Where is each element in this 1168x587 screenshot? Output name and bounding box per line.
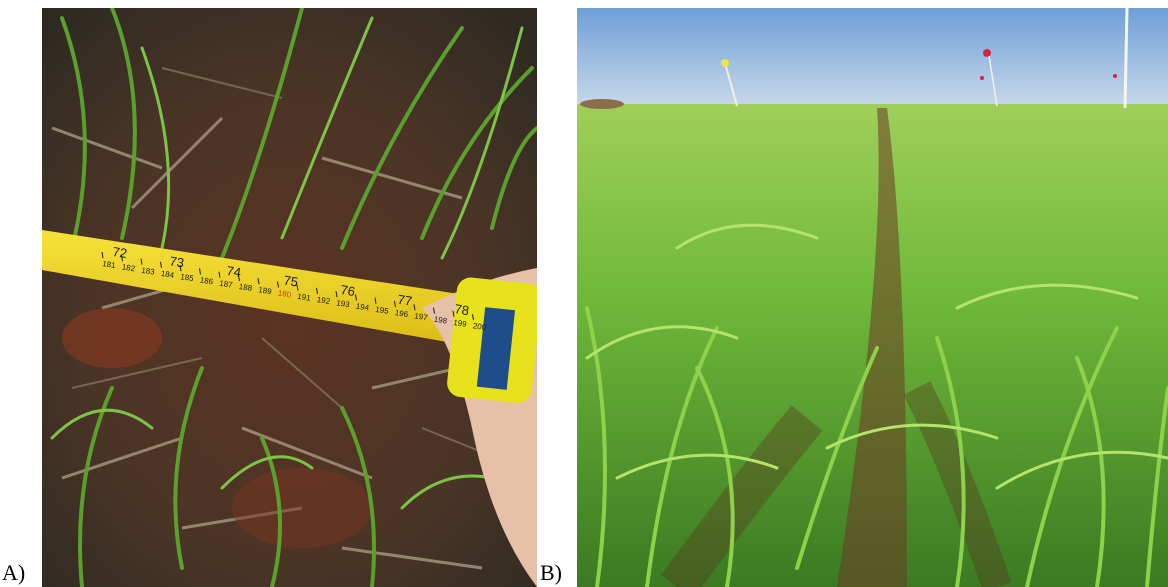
tape-inch-mark: 75 [283,273,300,290]
tape-tick [160,261,162,268]
tape-cm-mark: 194 [355,302,370,313]
tape-tick [452,310,455,317]
tape-tick [355,294,357,301]
tape-cm-mark: 189 [258,285,273,296]
photo-b-illustration [577,8,1168,587]
tape-inch-mark: 74 [226,263,243,280]
tape-tick [433,307,435,314]
tape-cm-mark: 197 [414,311,429,322]
tape-cm-mark: 188 [238,282,253,293]
tape-tick [413,304,416,311]
tape-cm-mark: 198 [433,315,448,326]
tape-cm-mark: 199 [453,318,468,329]
tape-cm-mark: 183 [141,266,156,277]
tape-cm-mark: 180 [277,289,292,300]
tape-cm-mark: 184 [160,269,175,280]
tape-measure-markings: 181 182 183 184 185 186 187 188 189 180 191 192 193 1… [101,244,487,332]
tape-cm-mark: 196 [394,308,409,319]
tape-tick [277,281,279,288]
tape-cm-mark: 195 [375,305,390,316]
tape-inch-mark: 76 [340,282,357,299]
tape-tick [101,251,104,259]
photo-a-tape-measure-grass: 181 182 183 184 185 186 187 188 189 180 191 192 193 1… [42,8,537,587]
tape-tick [335,291,338,298]
tape-tick [179,265,182,272]
tape-tick [140,258,143,265]
panel-b-label: B) [540,560,562,585]
tape-tick [121,255,123,262]
tape-tick [374,297,377,304]
tape-measure-band [42,230,537,358]
tape-cm-mark: 185 [180,272,195,283]
panel-a-label: A) [2,560,26,585]
tape-tick [257,278,260,285]
tape-tick [238,274,240,281]
tape-tick [218,271,221,278]
tape-inch-mark: 77 [397,292,414,309]
tape-tick [316,287,318,295]
photo-b-grass-field [577,8,1168,587]
tape-inch-mark: 78 [454,301,471,318]
tape-tick [296,284,299,291]
tape-cm-mark: 181 [102,259,117,270]
tape-tick [199,268,201,275]
tape-tick [394,300,396,308]
tape-cm-mark: 186 [199,275,214,286]
tape-cm-mark: 187 [219,279,234,290]
tape-inch-mark: 73 [169,253,186,270]
tape-cm-mark: 182 [121,262,136,273]
tape-tick [472,314,474,321]
tape-cm-mark: 200 [472,321,487,332]
tape-cm-mark: 192 [316,295,331,306]
tape-cm-mark: 191 [297,292,312,303]
photo-a-illustration: 181 182 183 184 185 186 187 188 189 180 191 192 193 1… [42,8,537,587]
tape-inch-mark: 72 [112,244,129,261]
tape-cm-mark: 193 [336,298,351,309]
